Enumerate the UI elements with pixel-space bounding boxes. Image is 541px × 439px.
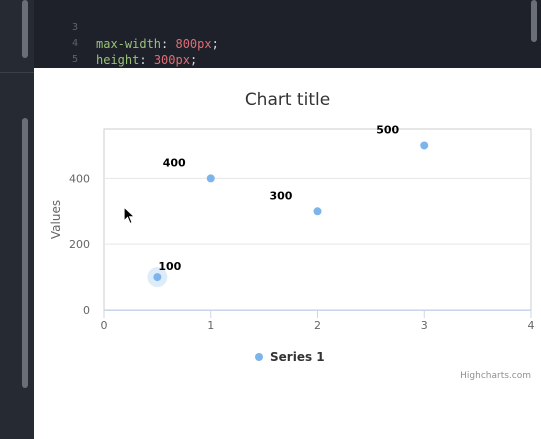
left-scrollbar-top[interactable] [22, 0, 28, 58]
code-line: 5 margin: 1em auto; [34, 36, 78, 65]
css-value: 800px [175, 37, 212, 51]
mouse-pointer-icon [123, 206, 137, 225]
line-number: 4 [71, 38, 78, 49]
data-label: 100 [158, 260, 181, 273]
chart-preview: Chart title 0 200 400 0 1 2 3 4 Values 100 400 300 5… [34, 68, 541, 439]
x-tick-label: 1 [207, 319, 214, 332]
css-property: max-width [96, 37, 162, 51]
y-tick-label: 200 [69, 238, 90, 251]
gutter-divider [0, 72, 34, 73]
line-number: 5 [71, 54, 78, 65]
code-line: 4 height: 300px; [34, 20, 197, 67]
legend-marker-icon [255, 352, 263, 361]
data-label: 300 [270, 189, 293, 202]
credits-link[interactable]: Highcharts.com [460, 371, 531, 381]
left-scrollbar-bottom[interactable] [22, 118, 28, 388]
css-code-editor[interactable]: 3 max-width: 800px; 4 height: 300px; 5 m… [34, 0, 541, 68]
x-tick-label: 2 [314, 319, 321, 332]
x-tick-label: 0 [101, 319, 108, 332]
legend-label: Series 1 [270, 350, 325, 364]
code-line: 6 } [34, 52, 63, 68]
y-axis-title: Values [49, 200, 63, 239]
data-point [206, 174, 215, 183]
y-tick-label: 400 [69, 172, 90, 185]
x-tick-label: 4 [528, 319, 535, 332]
data-label: 500 [376, 123, 399, 136]
data-point [420, 141, 429, 150]
y-tick-label: 0 [83, 304, 90, 317]
scatter-chart[interactable]: 0 200 400 0 1 2 3 4 Values 100 400 300 500 [34, 68, 541, 439]
data-point [153, 273, 162, 282]
css-property: height [96, 53, 140, 67]
code-line: 3 max-width: 800px; [34, 4, 219, 51]
x-tick-label: 3 [421, 319, 428, 332]
legend-item-series-1[interactable]: Series 1 [255, 349, 325, 365]
data-point [313, 207, 322, 216]
chart-title: Chart title [244, 90, 331, 110]
editor-scrollbar[interactable] [531, 0, 537, 42]
left-gutter [0, 0, 34, 439]
css-value: 300px [153, 53, 190, 67]
data-label: 400 [163, 156, 186, 169]
line-number: 3 [71, 22, 78, 33]
